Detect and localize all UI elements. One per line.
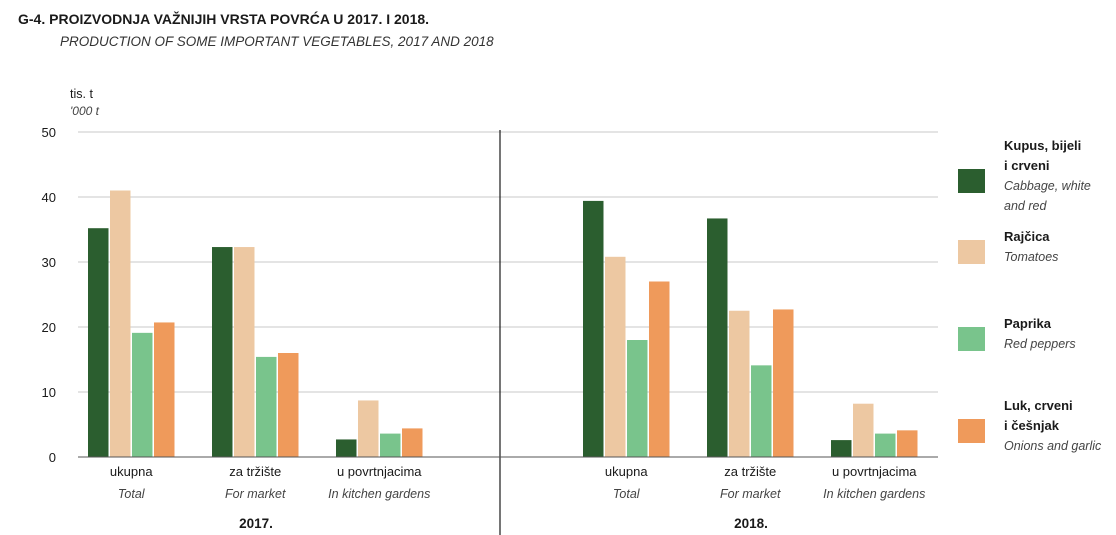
bar-2018-1-1 xyxy=(729,310,750,457)
category-label-en: In kitchen gardens xyxy=(328,487,430,501)
category-label-en: Total xyxy=(613,487,641,501)
category-labels: ukupna Total za tržište For market u povrtnj… xyxy=(110,464,925,531)
bar-2017-1-1 xyxy=(234,247,255,457)
bar-2017-2-0 xyxy=(336,439,357,457)
bar-2018-0-2 xyxy=(627,340,648,457)
bar-2017-0-0 xyxy=(88,228,109,457)
legend-label: Rajčica xyxy=(1004,229,1050,244)
y-axis-label-en: '000 t xyxy=(70,104,100,118)
bar-2017-1-3 xyxy=(278,353,299,457)
bar-2017-1-2 xyxy=(256,356,277,457)
legend-label-en: Onions and garlic xyxy=(1004,439,1102,453)
legend-swatch-0 xyxy=(958,169,985,193)
legend-label-en: Tomatoes xyxy=(1004,250,1058,264)
bar-2017-0-2 xyxy=(132,332,153,457)
gridlines xyxy=(78,131,938,393)
category-label-en: Total xyxy=(118,487,146,501)
bar-2018-0-1 xyxy=(605,256,626,457)
legend-label: i češnjak xyxy=(1004,418,1060,433)
y-tick-label-10: 10 xyxy=(42,385,56,400)
y-axis-label: tis. t xyxy=(70,87,93,101)
bar-2018-2-0 xyxy=(831,440,852,457)
legend: Kupus, bijeli i crveni Cabbage, white and r… xyxy=(958,138,1102,453)
category-label: za tržište xyxy=(229,464,281,479)
category-label: u povrtnjacima xyxy=(832,464,917,479)
chart-subtitle: PRODUCTION OF SOME IMPORTANT VEGETABLES,… xyxy=(60,34,494,49)
bar-2018-0-3 xyxy=(649,281,670,457)
y-tick-label-40: 40 xyxy=(42,190,56,205)
category-label: u povrtnjacima xyxy=(337,464,422,479)
legend-swatch-3 xyxy=(958,419,985,443)
bar-2018-2-1 xyxy=(853,403,874,457)
bar-2018-1-2 xyxy=(751,365,772,457)
y-tick-label-30: 30 xyxy=(42,255,56,270)
bar-2018-2-3 xyxy=(897,430,918,457)
legend-label: Luk, crveni xyxy=(1004,398,1073,413)
legend-label-en: Cabbage, white xyxy=(1004,179,1091,193)
bar-2017-0-1 xyxy=(110,190,131,457)
bar-2018-1-0 xyxy=(707,218,728,457)
category-label-en: For market xyxy=(225,487,286,501)
bars xyxy=(88,190,918,457)
legend-label: Paprika xyxy=(1004,316,1052,331)
legend-swatch-2 xyxy=(958,327,985,351)
category-label: ukupna xyxy=(110,464,153,479)
bar-2018-2-2 xyxy=(875,433,896,457)
legend-swatch-1 xyxy=(958,240,985,264)
legend-label-en: Red peppers xyxy=(1004,337,1076,351)
bar-2017-2-1 xyxy=(358,400,379,457)
year-label: 2018. xyxy=(734,516,768,531)
category-label: ukupna xyxy=(605,464,648,479)
legend-label: i crveni xyxy=(1004,158,1050,173)
year-label: 2017. xyxy=(239,516,273,531)
chart-title: G-4. PROIZVODNJA VAŽNIJIH VRSTA POVRĆA U… xyxy=(18,10,429,27)
bar-2017-1-0 xyxy=(212,247,233,457)
category-label-en: In kitchen gardens xyxy=(823,487,925,501)
y-tick-label-50: 50 xyxy=(42,125,56,140)
y-tick-label-0: 0 xyxy=(49,450,56,465)
category-label-en: For market xyxy=(720,487,781,501)
y-axis-ticks: 0 10 20 30 40 50 xyxy=(42,125,56,465)
legend-label: Kupus, bijeli xyxy=(1004,138,1081,153)
category-label: za tržište xyxy=(724,464,776,479)
bar-2017-2-3 xyxy=(402,428,423,457)
bar-2018-1-3 xyxy=(773,309,794,457)
bar-2018-0-0 xyxy=(583,200,604,457)
bar-2017-2-2 xyxy=(380,433,401,457)
y-tick-label-20: 20 xyxy=(42,320,56,335)
bar-2017-0-3 xyxy=(154,322,175,457)
legend-label-en: and red xyxy=(1004,199,1047,213)
